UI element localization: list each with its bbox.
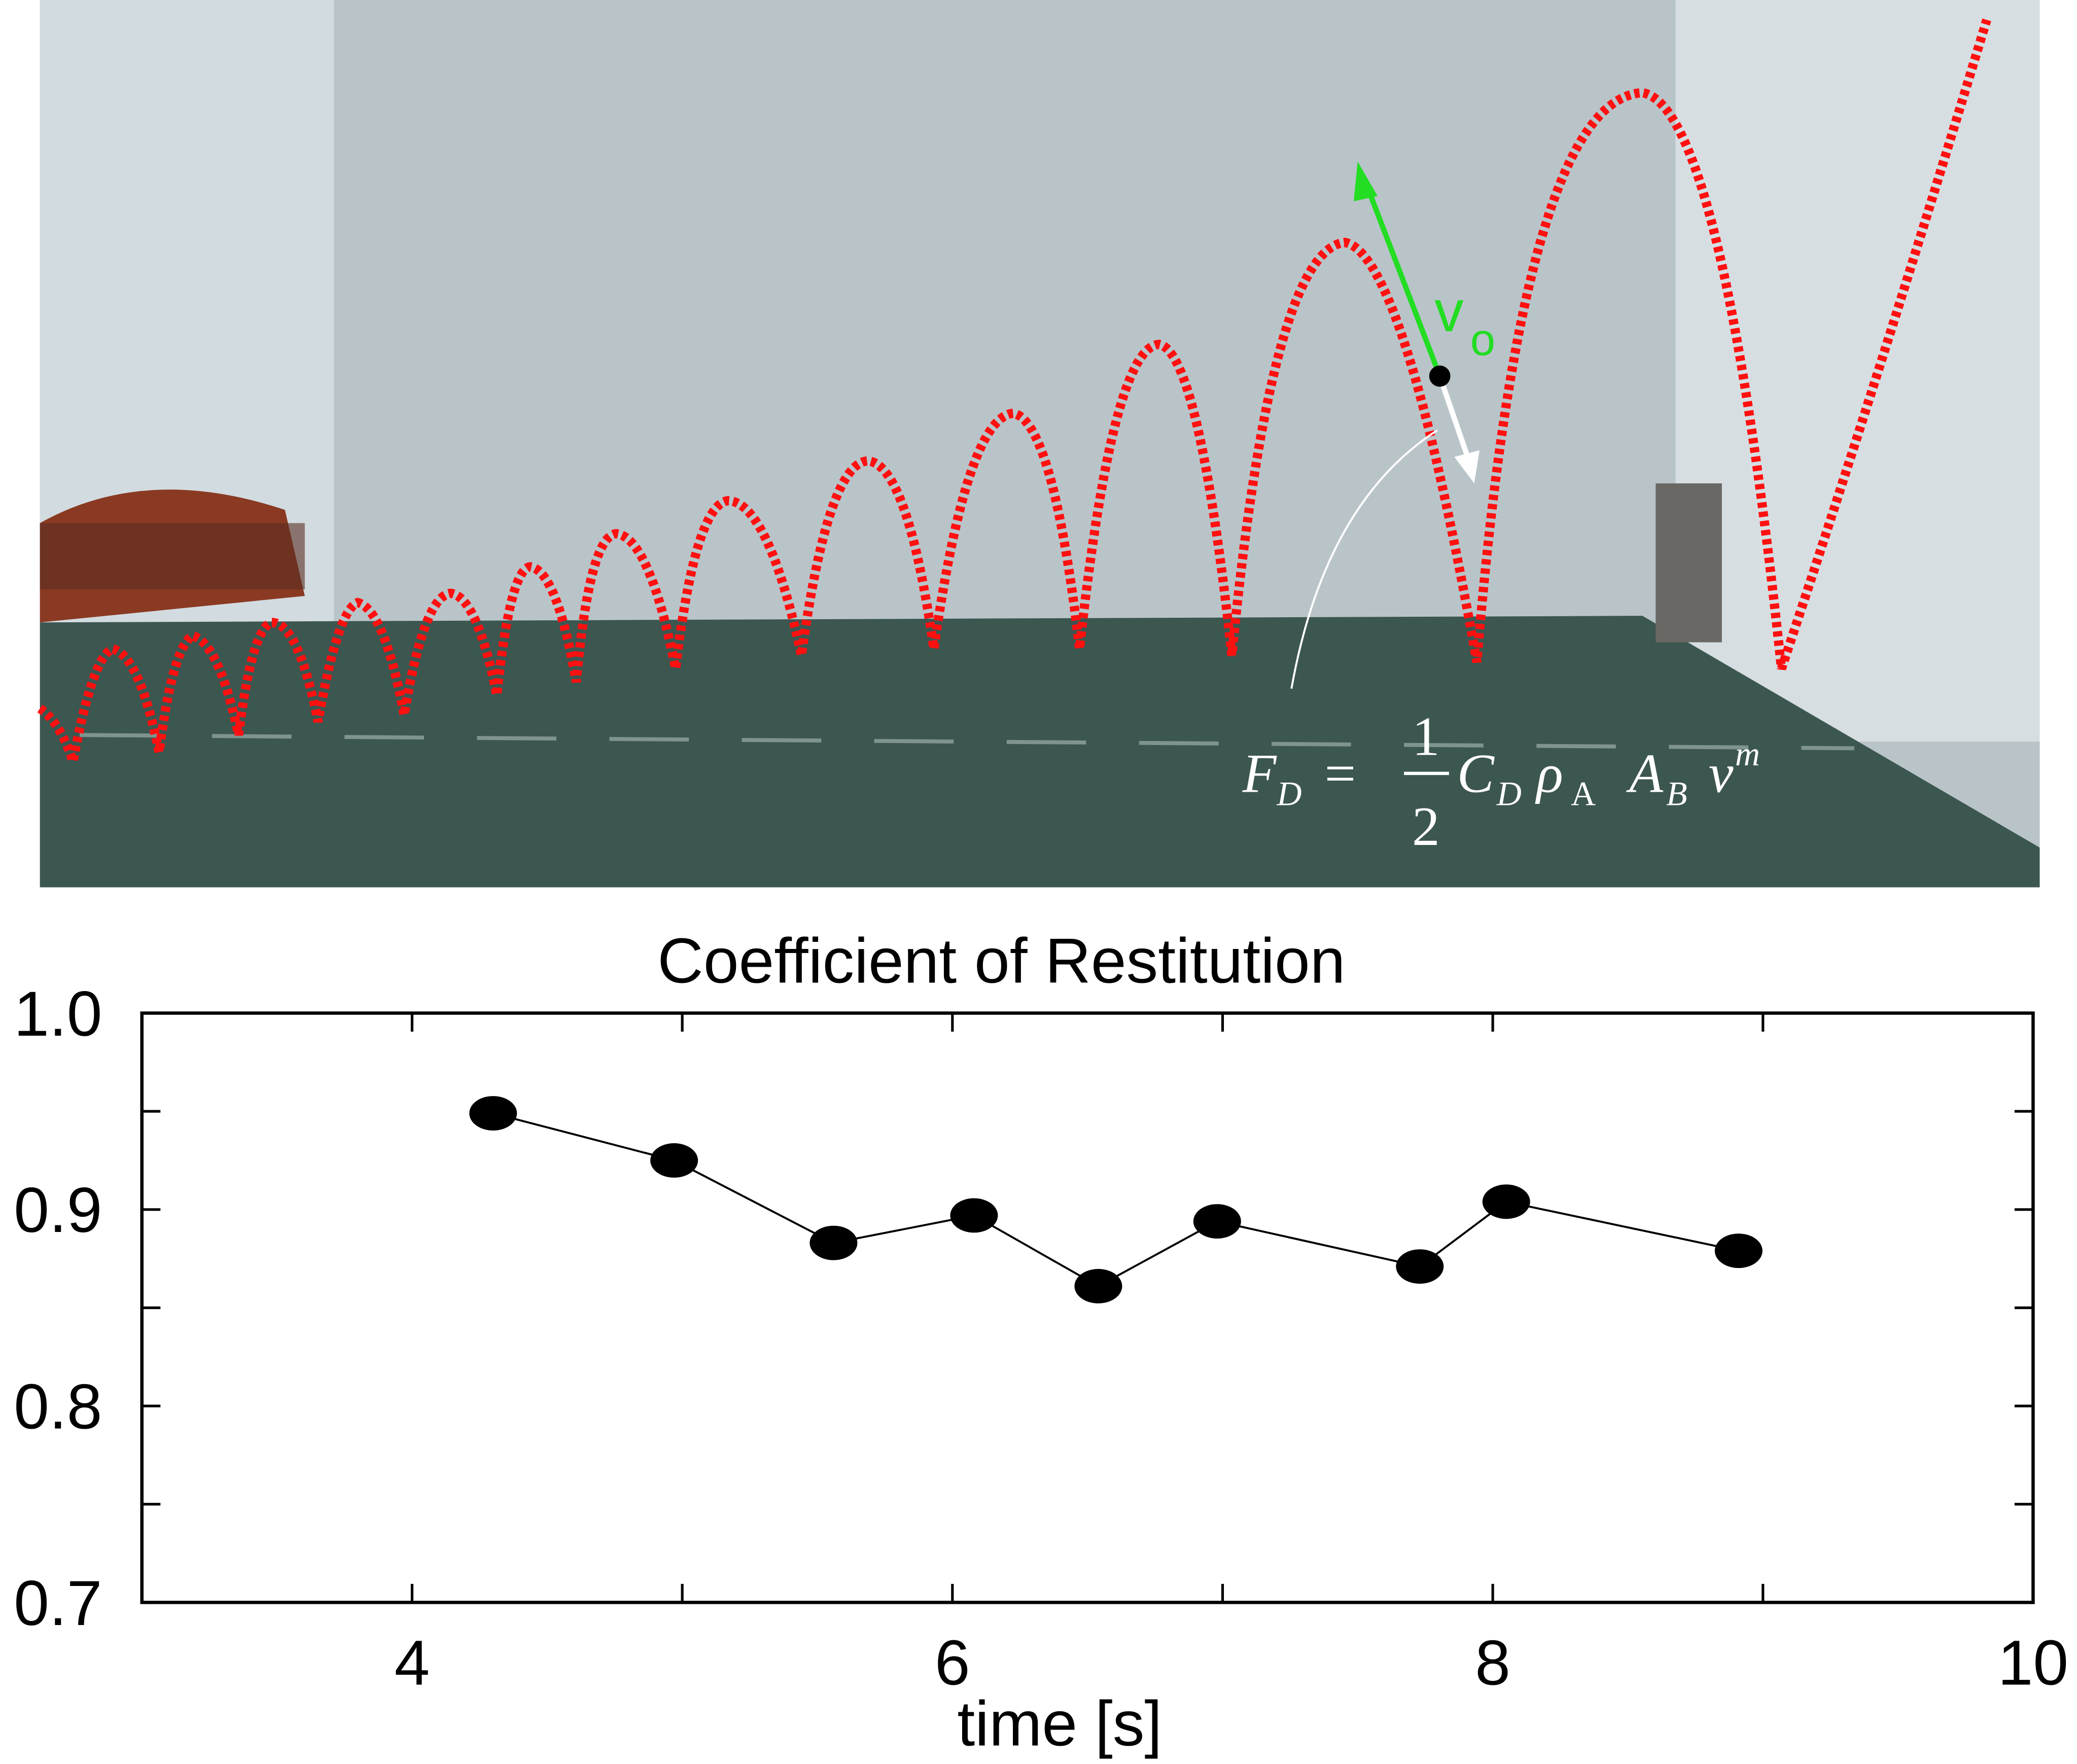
arrow-head [1454,450,1480,484]
marker [809,1225,858,1260]
pointer [1290,429,1438,689]
formula-text: F [1242,742,1277,804]
formula-text: A [1626,742,1664,804]
formula-text: m [1735,735,1760,773]
x-axis-title: time [s] [957,1688,1162,1759]
y-tick-label: 0.8 [14,1371,102,1442]
velocity-label: v [1434,279,1464,344]
y-tick-label: 0.7 [14,1568,102,1639]
marker [1074,1268,1122,1303]
marker [950,1198,998,1233]
ball [1429,365,1451,387]
marker [469,1096,517,1131]
velocity-arrow [1361,178,1442,377]
formula-text: A [1571,775,1596,813]
formula-text: = [1324,742,1356,804]
x-tick-label: 6 [935,1627,970,1698]
x-tick-label: 4 [395,1627,430,1698]
formula-text: v [1709,742,1734,804]
marker [650,1143,698,1178]
photo: v o F D = 1 2 C D ρ A A B v m [37,0,2040,888]
chart-title: Coefficient of Restitution [657,925,1345,996]
formula-text: D [1496,775,1522,813]
drag-arrow [1437,375,1470,458]
object-side [40,523,305,589]
x-tick-label: 10 [1998,1627,2068,1698]
formula-text: 1 [1412,705,1440,767]
plot-frame [140,1011,2035,1604]
formula-text: D [1276,775,1301,813]
wall-right [1675,0,2040,742]
formula-text: B [1666,775,1687,813]
formula-text: 2 [1412,795,1440,857]
x-tick-label: 8 [1475,1627,1510,1698]
marker [1482,1184,1530,1219]
formula-text: ρ [1535,742,1563,804]
marker [1714,1233,1763,1268]
y-tick-label: 0.9 [14,1175,102,1246]
table [40,616,2040,888]
line [492,1112,1739,1288]
marker [1193,1204,1241,1239]
arrow-head [1353,161,1378,201]
object-right [1656,483,1722,643]
velocity-subscript: o [1470,314,1495,365]
table-line [80,733,1854,751]
trajectory [37,18,1991,780]
y-tick-label: 1.0 [14,978,102,1049]
chart: Coefficient of Restitution time [s] 4 6 8 1… [14,925,2068,1759]
formula: F D = 1 2 C D ρ A A B v m [1242,705,1760,857]
marker [1396,1249,1444,1284]
formula-text: C [1457,742,1495,804]
